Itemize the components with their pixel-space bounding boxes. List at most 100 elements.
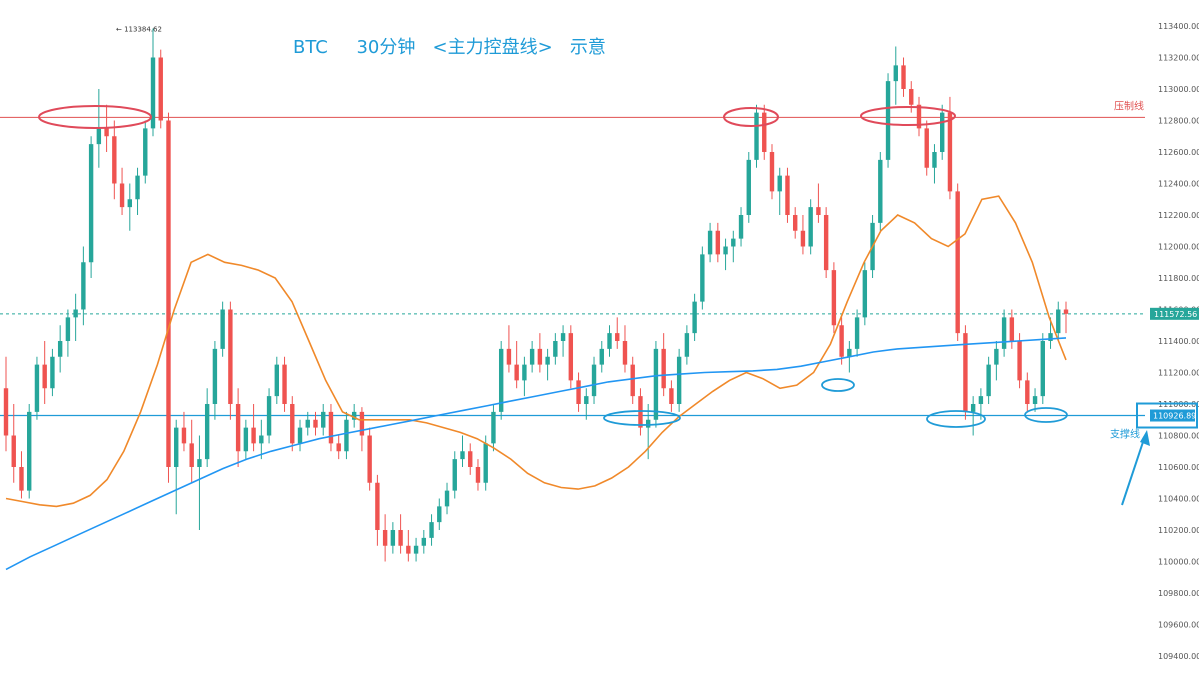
candle-body <box>88 144 94 263</box>
candle-body <box>444 490 450 507</box>
y-tick-label: 113000.00 <box>1158 85 1199 94</box>
y-tick-label: 113400.00 <box>1158 22 1199 31</box>
candle-body <box>645 419 651 428</box>
candle-body <box>274 364 280 397</box>
candle-body <box>50 356 55 389</box>
candle-body <box>483 443 488 483</box>
support-price-label: 110926.89 <box>1153 412 1196 421</box>
y-tick-label: 112600.00 <box>1158 148 1199 157</box>
candle-body <box>313 419 318 428</box>
candle-body <box>243 427 249 452</box>
candle-body <box>762 112 767 152</box>
arrow-line <box>1121 435 1146 506</box>
candle-body <box>266 396 272 436</box>
candle-body <box>375 482 380 530</box>
candle-body <box>591 364 597 397</box>
candle-body <box>235 404 241 452</box>
candle-body <box>1017 341 1022 381</box>
candle-body <box>777 175 782 192</box>
candle-body <box>684 333 690 357</box>
candle-body <box>197 459 202 467</box>
candle-body <box>359 411 365 436</box>
candle-body <box>514 364 519 381</box>
candle-body <box>406 545 411 554</box>
candle-body <box>19 467 24 491</box>
candle-body <box>174 427 179 467</box>
candle-body <box>57 341 63 357</box>
candle-body <box>251 427 256 444</box>
candle-body <box>282 364 287 404</box>
candle-body <box>34 364 40 412</box>
candle-body <box>584 396 589 404</box>
candle-body <box>150 57 156 129</box>
candle-body <box>181 427 187 444</box>
candle-body <box>955 191 960 334</box>
candle-body <box>707 230 713 255</box>
support-label: 支撑线 <box>1110 428 1140 441</box>
y-tick-label: 113200.00 <box>1158 54 1199 63</box>
candle-body <box>800 230 806 247</box>
candle-body <box>189 443 194 467</box>
candle-body <box>723 246 728 255</box>
candle-body <box>622 341 628 365</box>
candle-body <box>932 152 937 168</box>
candle-body <box>661 348 666 389</box>
candle-body <box>158 57 163 121</box>
candle-body <box>1063 309 1069 314</box>
y-tick-label: 111800.00 <box>1158 274 1199 283</box>
y-tick-label: 111200.00 <box>1158 369 1199 378</box>
candle-body <box>792 215 798 231</box>
candle-body <box>854 317 860 349</box>
candle-body <box>390 530 396 546</box>
candle-body <box>491 411 496 444</box>
candle-body <box>127 199 132 208</box>
candle-body <box>893 65 898 82</box>
resistance-label: 压制线 <box>1114 99 1144 112</box>
candle-body <box>816 207 821 215</box>
candle-body <box>692 301 697 334</box>
candle-body <box>452 459 457 491</box>
candle-body <box>382 530 388 546</box>
ma-long-line <box>5 337 1067 571</box>
candle-body <box>143 128 148 176</box>
candle-body <box>847 348 852 357</box>
candle-body <box>437 506 442 523</box>
candle-body <box>831 270 837 326</box>
candle-body <box>27 411 32 491</box>
y-tick-label: 112000.00 <box>1158 243 1199 252</box>
candle-body <box>398 530 403 546</box>
resistance-circle <box>860 106 956 126</box>
candle-body <box>498 348 504 412</box>
y-tick-label: 109800.00 <box>1158 589 1199 598</box>
candle-body <box>135 175 140 200</box>
y-tick-label: 109600.00 <box>1158 621 1199 630</box>
candle-body <box>963 333 968 412</box>
candle-body <box>297 427 303 444</box>
candle-body <box>336 443 341 452</box>
candle-body <box>940 112 945 152</box>
candle-body <box>607 333 612 349</box>
candle-body <box>204 404 210 460</box>
candle-body <box>568 333 574 381</box>
candle-body <box>901 65 906 89</box>
support-price-tag <box>1150 409 1195 422</box>
candle-body <box>754 112 759 160</box>
y-tick-label: 112800.00 <box>1158 117 1199 126</box>
arrow-head-icon <box>1140 430 1150 446</box>
support-circle <box>821 378 855 392</box>
candle-body <box>65 317 71 341</box>
candle-body <box>653 348 659 420</box>
candle-body <box>475 467 481 483</box>
support-circle <box>926 410 986 428</box>
resistance-circle <box>723 107 779 127</box>
candle-body <box>978 396 984 404</box>
candle-body <box>166 120 171 467</box>
candle-body <box>839 325 844 357</box>
candle-body <box>785 175 790 215</box>
y-tick-label: 110200.00 <box>1158 526 1199 535</box>
candle-body <box>344 419 349 452</box>
candle-body <box>1056 309 1061 334</box>
candle-body <box>885 81 891 160</box>
candle-body <box>715 230 721 255</box>
